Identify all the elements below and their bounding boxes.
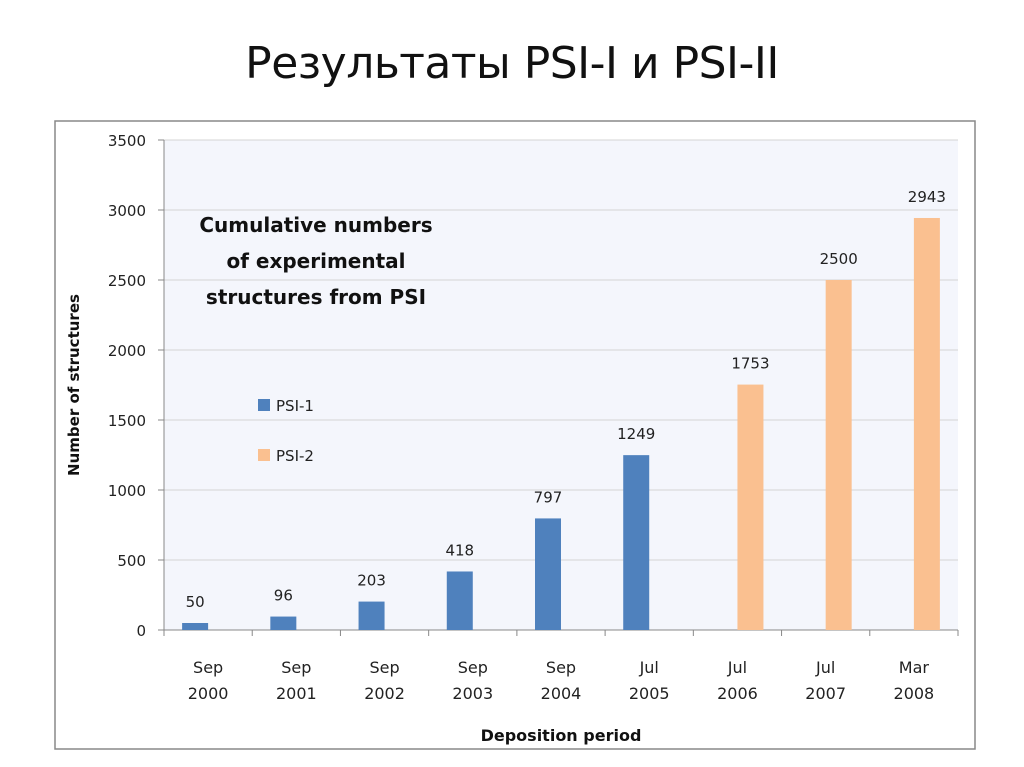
x-tick-label: Sep [369,658,399,677]
bar-psi-2 [825,280,852,630]
bar-psi-1 [358,601,385,630]
bar-psi-1 [446,571,473,630]
bar-psi-1 [182,623,209,630]
legend-swatch-psi-2 [258,449,270,461]
data-label: 96 [274,587,293,605]
data-label: 2500 [820,250,858,268]
legend-label: PSI-2 [276,447,314,465]
y-tick-label: 3500 [108,132,146,150]
x-tick-label: 2003 [452,684,493,703]
data-label: 797 [534,488,563,506]
legend-label: PSI-1 [276,397,314,415]
x-tick-label: Sep [281,658,311,677]
x-tick-label: 2005 [629,684,670,703]
x-tick-label: 2004 [541,684,582,703]
data-label: 2943 [908,188,946,206]
data-label: 50 [186,593,205,611]
x-tick-label: 2000 [188,684,229,703]
y-tick-label: 2000 [108,342,146,360]
y-tick-label: 1500 [108,412,146,430]
y-tick-label: 2500 [108,272,146,290]
y-axis-title: Number of structures [65,294,83,476]
data-label: 203 [357,572,386,590]
x-tick-label: 2001 [276,684,317,703]
chart-title-line: of experimental [226,249,405,273]
data-label: 1249 [617,425,655,443]
x-tick-label: 2006 [717,684,758,703]
data-label: 418 [445,541,474,559]
chart-title-line: structures from PSI [206,285,426,309]
bar-psi-1 [535,518,561,630]
x-tick-label: 2007 [805,684,846,703]
chart-title-line: Cumulative numbers [199,213,432,237]
legend-swatch-psi-1 [258,399,270,411]
x-tick-label: Jul [815,658,835,677]
x-tick-label: Jul [727,658,747,677]
y-tick-label: 3000 [108,202,146,220]
y-tick-label: 0 [136,622,146,640]
x-axis-title: Deposition period [481,726,642,745]
data-label: 1753 [731,355,769,373]
x-tick-label: Mar [899,658,930,677]
x-tick-label: Jul [639,658,659,677]
y-tick-label: 500 [117,552,146,570]
x-tick-label: Sep [193,658,223,677]
x-tick-label: Sep [546,658,576,677]
x-tick-label: 2008 [894,684,935,703]
bar-psi-1 [623,455,650,630]
x-tick-label: 2002 [364,684,405,703]
bar-psi-1 [270,616,297,630]
bar-psi-2 [913,217,940,631]
bar-psi-2 [737,384,764,630]
y-tick-label: 1000 [108,482,146,500]
x-tick-label: Sep [458,658,488,677]
slide-title: Результаты PSI-I и PSI-II [245,38,779,89]
